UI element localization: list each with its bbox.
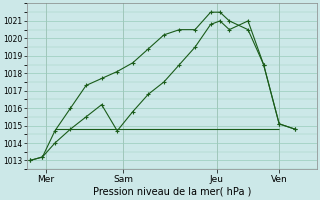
X-axis label: Pression niveau de la mer( hPa ): Pression niveau de la mer( hPa ) — [92, 187, 251, 197]
